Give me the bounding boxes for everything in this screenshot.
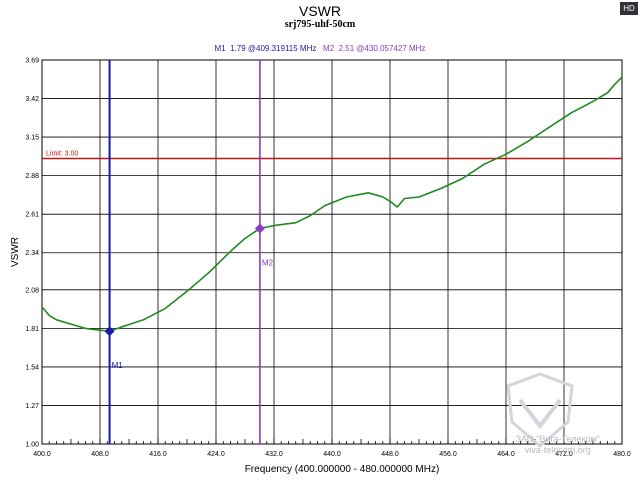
x-tick-label: 424.0 bbox=[207, 451, 225, 458]
x-tick-label: 432.0 bbox=[265, 451, 283, 458]
x-tick-label: 448.0 bbox=[381, 451, 399, 458]
y-tick-label: 2.88 bbox=[25, 173, 39, 180]
marker-point-m2 bbox=[254, 223, 265, 234]
marker-m1-readout: M1 1.79 @409.319115 MHz bbox=[214, 44, 317, 53]
chart-title: VSWR bbox=[299, 3, 341, 19]
hd-badge[interactable]: HD bbox=[620, 2, 638, 15]
x-tick-label: 480.0 bbox=[613, 451, 631, 458]
x-tick-label: 456.0 bbox=[439, 451, 457, 458]
x-tick-label: 400.0 bbox=[33, 451, 51, 458]
watermark-text: ЗАО "Вига-Телеком" viva-telecom.org bbox=[516, 434, 600, 456]
x-tick-label: 472.0 bbox=[555, 451, 573, 458]
y-tick-label: 2.08 bbox=[25, 287, 39, 294]
chart-subtitle: srj795-uhf-50cm bbox=[284, 19, 356, 30]
y-tick-label: 2.34 bbox=[25, 250, 39, 257]
marker-group: M1 M2 bbox=[104, 60, 274, 444]
y-tick-label: 3.15 bbox=[25, 135, 39, 142]
x-tick-label: 408.0 bbox=[91, 451, 109, 458]
y-tick-label: 3.42 bbox=[25, 96, 39, 103]
marker-label-m2: M2 bbox=[262, 258, 274, 267]
limit-label: Limit: 3.00 bbox=[46, 150, 78, 157]
marker-label-m1: M1 bbox=[112, 361, 124, 370]
watermark-line2: viva-telecom.org bbox=[524, 445, 591, 455]
watermark-shield-icon bbox=[506, 372, 574, 448]
axis-labels: Frequency (400.000000 - 480.000000 MHz) V… bbox=[10, 237, 439, 475]
y-tick-label: 1.54 bbox=[25, 364, 39, 371]
y-tick-label: 1.00 bbox=[25, 442, 39, 449]
y-tick-label: 3.69 bbox=[25, 58, 39, 65]
y-tick-label: 2.61 bbox=[25, 212, 39, 219]
axis-ticks: 400.0 408.0 416.0 424.0 432.0 440.0 448.0 456.0… bbox=[25, 58, 630, 459]
x-tick-label: 416.0 bbox=[149, 451, 167, 458]
y-tick-label: 1.81 bbox=[25, 326, 39, 333]
marker-readout: M1 1.79 @409.319115 MHz M2 2.51 @430.057… bbox=[0, 44, 640, 53]
y-axis-label: VSWR bbox=[10, 237, 21, 267]
marker-m2-readout: M2 2.51 @430.057427 MHz bbox=[323, 44, 426, 53]
y-tick-label: 1.27 bbox=[25, 403, 39, 410]
x-axis-label: Frequency (400.000000 - 480.000000 MHz) bbox=[245, 464, 440, 475]
limit-line-group: Limit: 3.00 bbox=[42, 150, 622, 160]
x-tick-label: 440.0 bbox=[323, 451, 341, 458]
marker-point-m1 bbox=[104, 326, 115, 337]
watermark-line1: ЗАО "Вига-Телеком" bbox=[515, 434, 600, 444]
x-tick-label: 464.0 bbox=[497, 451, 515, 458]
